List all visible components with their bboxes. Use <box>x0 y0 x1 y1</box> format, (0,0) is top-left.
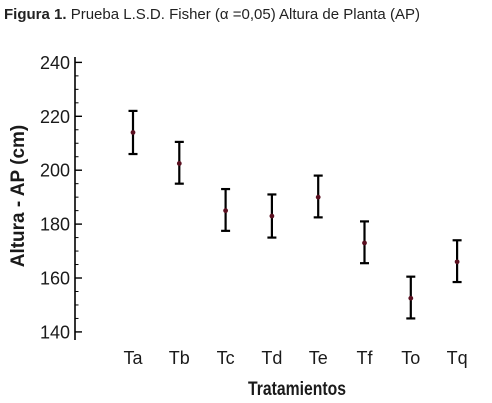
chart-marks <box>128 109 462 320</box>
y-tick-label: 240 <box>40 53 70 73</box>
y-axis-title: Altura - AP (cm) <box>8 125 29 268</box>
mean-point-Tf <box>362 240 367 246</box>
y-tick-label: 220 <box>40 107 70 127</box>
figure-caption-text: Prueba L.S.D. Fisher (α =0,05) Altura de… <box>70 6 420 23</box>
x-tick-label-Tb: Tb <box>169 348 190 368</box>
mean-point-Tb <box>176 161 182 166</box>
mean-point-Te <box>315 194 321 200</box>
y-axis-ticks: 140 160 180 200 220 240 <box>40 53 82 342</box>
x-axis-title: Tratamientos <box>248 379 346 400</box>
mean-point-Td <box>269 213 275 219</box>
mean-point-Tq <box>454 259 460 265</box>
mean-point-Tc <box>223 208 229 214</box>
y-tick-label: 160 <box>40 269 70 289</box>
y-tick-label: 140 <box>40 322 70 342</box>
y-tick-label: 200 <box>40 161 70 181</box>
x-axis-tick-labels: Ta Tb Tc Td Te Tf To Tq <box>123 348 467 368</box>
x-tick-label-To: To <box>401 348 420 368</box>
figure-caption-label: Figura 1. <box>4 6 67 23</box>
x-tick-label-Tc: Tc <box>217 348 235 368</box>
mean-point-Ta <box>130 130 136 135</box>
x-tick-label-Tq: Tq <box>447 348 468 368</box>
x-tick-label-Tf: Tf <box>357 348 374 368</box>
mean-point-To <box>408 295 414 301</box>
x-tick-label-Td: Td <box>261 348 282 368</box>
x-tick-label-Ta: Ta <box>123 348 143 368</box>
y-tick-label: 180 <box>40 215 70 235</box>
figure-caption: Figura 1. Prueba L.S.D. Fisher (α =0,05)… <box>4 6 420 23</box>
x-tick-label-Te: Te <box>309 348 328 368</box>
